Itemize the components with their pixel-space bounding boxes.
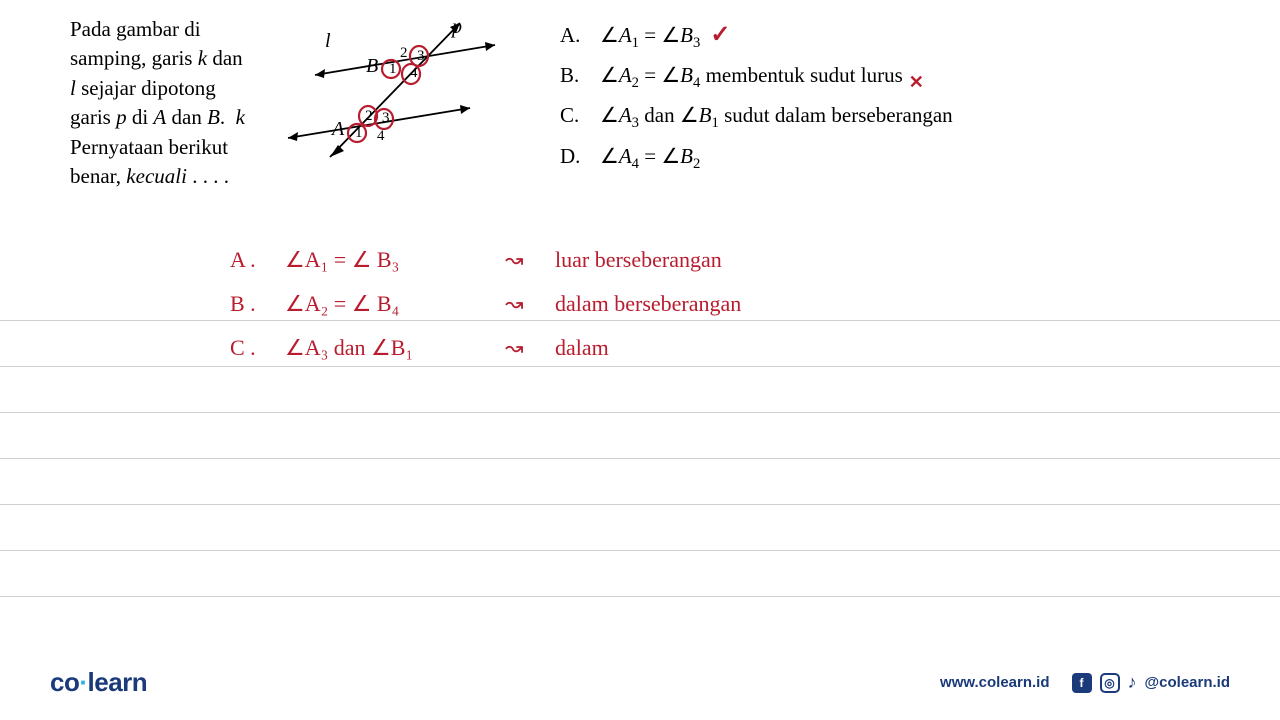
colearn-logo: co·learn xyxy=(50,667,147,698)
logo-learn: learn xyxy=(88,667,148,697)
q-line4a: garis xyxy=(70,105,116,129)
hw-b-letter: B . xyxy=(230,282,265,326)
diagram-k-inline: k xyxy=(236,105,245,129)
hw-c-math: ∠A₃ dan ∠B₁ xyxy=(285,326,485,370)
option-c-text: ∠A3 dan ∠B1 sudut dalam berseberangan xyxy=(600,98,953,136)
option-d-text: ∠A4 = ∠B2 xyxy=(600,139,700,177)
geometry-diagram: l p B 2 3 1 4 A 2 3 1 4 xyxy=(270,15,520,185)
option-b-letter: B. xyxy=(560,58,600,94)
hw-b-math: ∠A₂ = ∠ B₄ xyxy=(285,282,485,326)
option-d: D. ∠A4 = ∠B2 xyxy=(560,139,1260,177)
instagram-icon: ◎ xyxy=(1100,673,1120,693)
svg-text:A: A xyxy=(330,118,345,140)
hw-c-note: dalam xyxy=(555,326,609,370)
arrow-icon: ↝ xyxy=(505,282,535,326)
q-line4-p: p xyxy=(116,105,127,129)
q-line6-kecuali: kecuali xyxy=(126,164,187,188)
footer-handle: @colearn.id xyxy=(1145,674,1230,691)
answer-options: A. ∠A1 = ∠B3 ✓ B. ∠A2 = ∠B4 membentuk su… xyxy=(520,15,1260,185)
q-line4c: dan xyxy=(166,105,207,129)
svg-text:4: 4 xyxy=(377,128,385,144)
svg-text:1: 1 xyxy=(389,61,397,77)
option-b-text: ∠A2 = ∠B4 membentuk sudut lurus xyxy=(600,58,903,96)
arrow-icon: ↝ xyxy=(505,238,535,282)
question-text: Pada gambar di samping, garis k dan l se… xyxy=(70,15,270,185)
hw-row-a: A . ∠A₁ = ∠ B₃ ↝ luar berseberangan xyxy=(230,238,741,282)
q-line2-k: k xyxy=(198,46,207,70)
logo-co: co xyxy=(50,667,79,697)
svg-text:l: l xyxy=(325,30,331,52)
hw-a-note: luar berseberangan xyxy=(555,238,722,282)
q-line4d: . xyxy=(220,105,225,129)
option-a: A. ∠A1 = ∠B3 ✓ xyxy=(560,15,1260,56)
q-line2a: samping, garis xyxy=(70,46,198,70)
option-c: C. ∠A3 dan ∠B1 sudut dalam berseberangan xyxy=(560,98,1260,136)
footer-url: www.colearn.id xyxy=(940,674,1049,691)
social-icons: f ◎ ♪ @colearn.id xyxy=(1072,672,1230,693)
option-b: B. ∠A2 = ∠B4 membentuk sudut lurus ✕ xyxy=(560,58,1260,96)
facebook-icon: f xyxy=(1072,673,1092,693)
option-a-letter: A. xyxy=(560,18,600,54)
logo-dot: · xyxy=(79,667,87,697)
q-line4-A: A xyxy=(153,105,166,129)
option-d-letter: D. xyxy=(560,139,600,175)
svg-text:B: B xyxy=(366,55,378,77)
cross-icon: ✕ xyxy=(909,67,924,98)
footer: co·learn www.colearn.id f ◎ ♪ @colearn.i… xyxy=(50,667,1230,698)
handwritten-work: A . ∠A₁ = ∠ B₃ ↝ luar berseberangan B . … xyxy=(230,238,741,370)
q-line1: Pada gambar di xyxy=(70,17,201,41)
svg-text:3: 3 xyxy=(417,48,425,64)
hw-row-b: B . ∠A₂ = ∠ B₄ ↝ dalam berseberangan xyxy=(230,282,741,326)
tiktok-icon: ♪ xyxy=(1128,672,1137,693)
checkmark-icon: ✓ xyxy=(710,15,730,56)
q-line4b: di xyxy=(127,105,154,129)
q-line5: Pernyataan berikut xyxy=(70,135,228,159)
q-line3: sejajar dipotong xyxy=(76,76,216,100)
hw-b-note: dalam berseberangan xyxy=(555,282,741,326)
arrow-icon: ↝ xyxy=(505,326,535,370)
svg-text:3: 3 xyxy=(382,110,390,126)
hw-c-letter: C . xyxy=(230,326,265,370)
footer-right: www.colearn.id f ◎ ♪ @colearn.id xyxy=(940,672,1230,693)
svg-text:2: 2 xyxy=(365,108,373,124)
content-area: Pada gambar di samping, garis k dan l se… xyxy=(70,15,1260,185)
q-line2b: dan xyxy=(207,46,243,70)
svg-text:1: 1 xyxy=(355,125,363,141)
svg-text:2: 2 xyxy=(400,45,408,61)
q-line4-B: B xyxy=(207,105,220,129)
svg-text:p: p xyxy=(450,16,462,38)
option-c-letter: C. xyxy=(560,98,600,134)
q-line6b: . . . . xyxy=(187,164,229,188)
hw-a-letter: A . xyxy=(230,238,265,282)
hw-row-c: C . ∠A₃ dan ∠B₁ ↝ dalam xyxy=(230,326,741,370)
option-a-text: ∠A1 = ∠B3 xyxy=(600,18,700,56)
hw-a-math: ∠A₁ = ∠ B₃ xyxy=(285,238,485,282)
q-line6a: benar, xyxy=(70,164,126,188)
